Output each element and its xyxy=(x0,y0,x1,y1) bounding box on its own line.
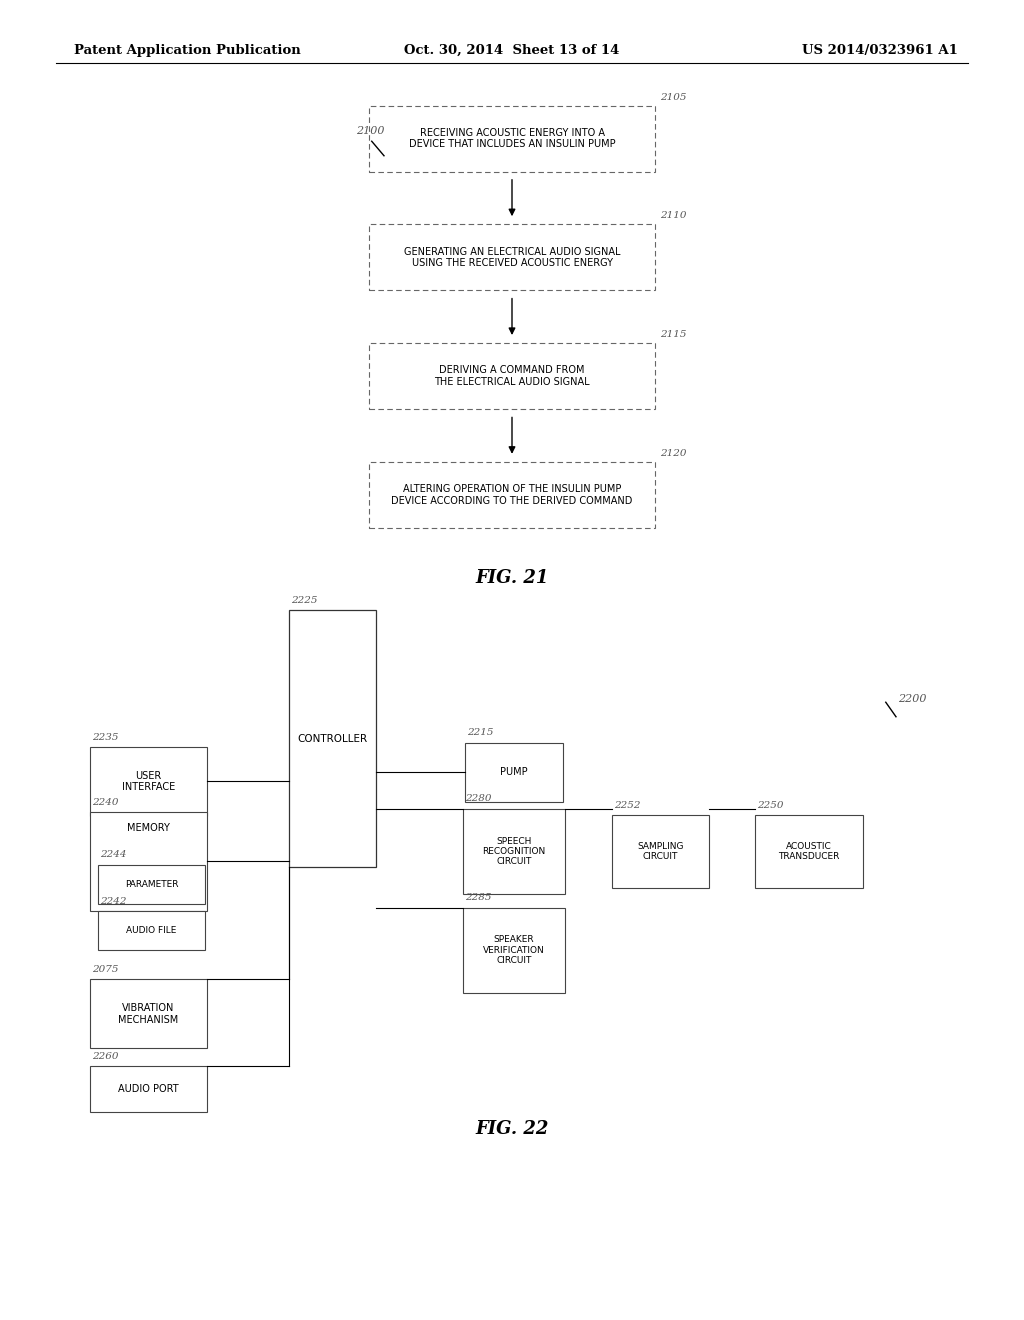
Text: 2242: 2242 xyxy=(100,896,126,906)
Bar xyxy=(756,814,862,888)
Bar xyxy=(90,812,207,911)
Text: VIBRATION
MECHANISM: VIBRATION MECHANISM xyxy=(119,1003,178,1024)
Bar xyxy=(369,462,655,528)
Text: 2105: 2105 xyxy=(660,92,687,102)
Text: 2240: 2240 xyxy=(92,797,118,807)
Bar xyxy=(90,1067,207,1111)
Text: AUDIO FILE: AUDIO FILE xyxy=(126,927,177,935)
Bar xyxy=(90,979,207,1048)
Text: RECEIVING ACOUSTIC ENERGY INTO A
DEVICE THAT INCLUDES AN INSULIN PUMP: RECEIVING ACOUSTIC ENERGY INTO A DEVICE … xyxy=(409,128,615,149)
Text: USER
INTERFACE: USER INTERFACE xyxy=(122,771,175,792)
Text: PUMP: PUMP xyxy=(501,767,527,777)
Text: US 2014/0323961 A1: US 2014/0323961 A1 xyxy=(802,44,957,57)
Text: MEMORY: MEMORY xyxy=(127,822,170,833)
Text: 2120: 2120 xyxy=(660,449,687,458)
Bar xyxy=(369,106,655,172)
Text: 2250: 2250 xyxy=(758,801,783,809)
Text: 2252: 2252 xyxy=(614,801,640,809)
Text: 2225: 2225 xyxy=(292,595,317,605)
Bar xyxy=(98,911,205,950)
Text: FIG. 22: FIG. 22 xyxy=(475,1119,549,1138)
Text: 2280: 2280 xyxy=(465,795,492,803)
Text: SPEAKER
VERIFICATION
CIRCUIT: SPEAKER VERIFICATION CIRCUIT xyxy=(483,936,545,965)
Text: 2200: 2200 xyxy=(898,693,927,704)
Text: 2285: 2285 xyxy=(465,894,492,903)
Text: AUDIO PORT: AUDIO PORT xyxy=(118,1084,179,1094)
Bar xyxy=(98,865,205,904)
Bar xyxy=(369,343,655,409)
Text: ALTERING OPERATION OF THE INSULIN PUMP
DEVICE ACCORDING TO THE DERIVED COMMAND: ALTERING OPERATION OF THE INSULIN PUMP D… xyxy=(391,484,633,506)
Text: Patent Application Publication: Patent Application Publication xyxy=(74,44,300,57)
Text: 2115: 2115 xyxy=(660,330,687,339)
Bar xyxy=(612,814,709,888)
Bar xyxy=(465,743,563,803)
Text: GENERATING AN ELECTRICAL AUDIO SIGNAL
USING THE RECEIVED ACOUSTIC ENERGY: GENERATING AN ELECTRICAL AUDIO SIGNAL US… xyxy=(403,247,621,268)
Text: 2235: 2235 xyxy=(92,733,118,742)
Text: 2260: 2260 xyxy=(92,1052,118,1061)
Text: 2110: 2110 xyxy=(660,211,687,220)
Text: Oct. 30, 2014  Sheet 13 of 14: Oct. 30, 2014 Sheet 13 of 14 xyxy=(404,44,620,57)
Text: SPEECH
RECOGNITION
CIRCUIT: SPEECH RECOGNITION CIRCUIT xyxy=(482,837,546,866)
Text: 2100: 2100 xyxy=(356,125,385,136)
Text: PARAMETER: PARAMETER xyxy=(125,880,178,888)
Text: 2215: 2215 xyxy=(467,729,494,737)
Text: ACOUSTIC
TRANSDUCER: ACOUSTIC TRANSDUCER xyxy=(778,842,840,861)
Bar xyxy=(369,224,655,290)
Text: 2075: 2075 xyxy=(92,965,118,974)
Bar xyxy=(90,747,207,816)
Text: FIG. 21: FIG. 21 xyxy=(475,569,549,587)
Bar xyxy=(290,610,377,867)
Text: SAMPLING
CIRCUIT: SAMPLING CIRCUIT xyxy=(637,842,684,861)
Bar xyxy=(463,808,565,895)
Text: CONTROLLER: CONTROLLER xyxy=(298,734,368,743)
Text: DERIVING A COMMAND FROM
THE ELECTRICAL AUDIO SIGNAL: DERIVING A COMMAND FROM THE ELECTRICAL A… xyxy=(434,366,590,387)
Bar xyxy=(463,908,565,993)
Text: 2244: 2244 xyxy=(100,850,126,859)
